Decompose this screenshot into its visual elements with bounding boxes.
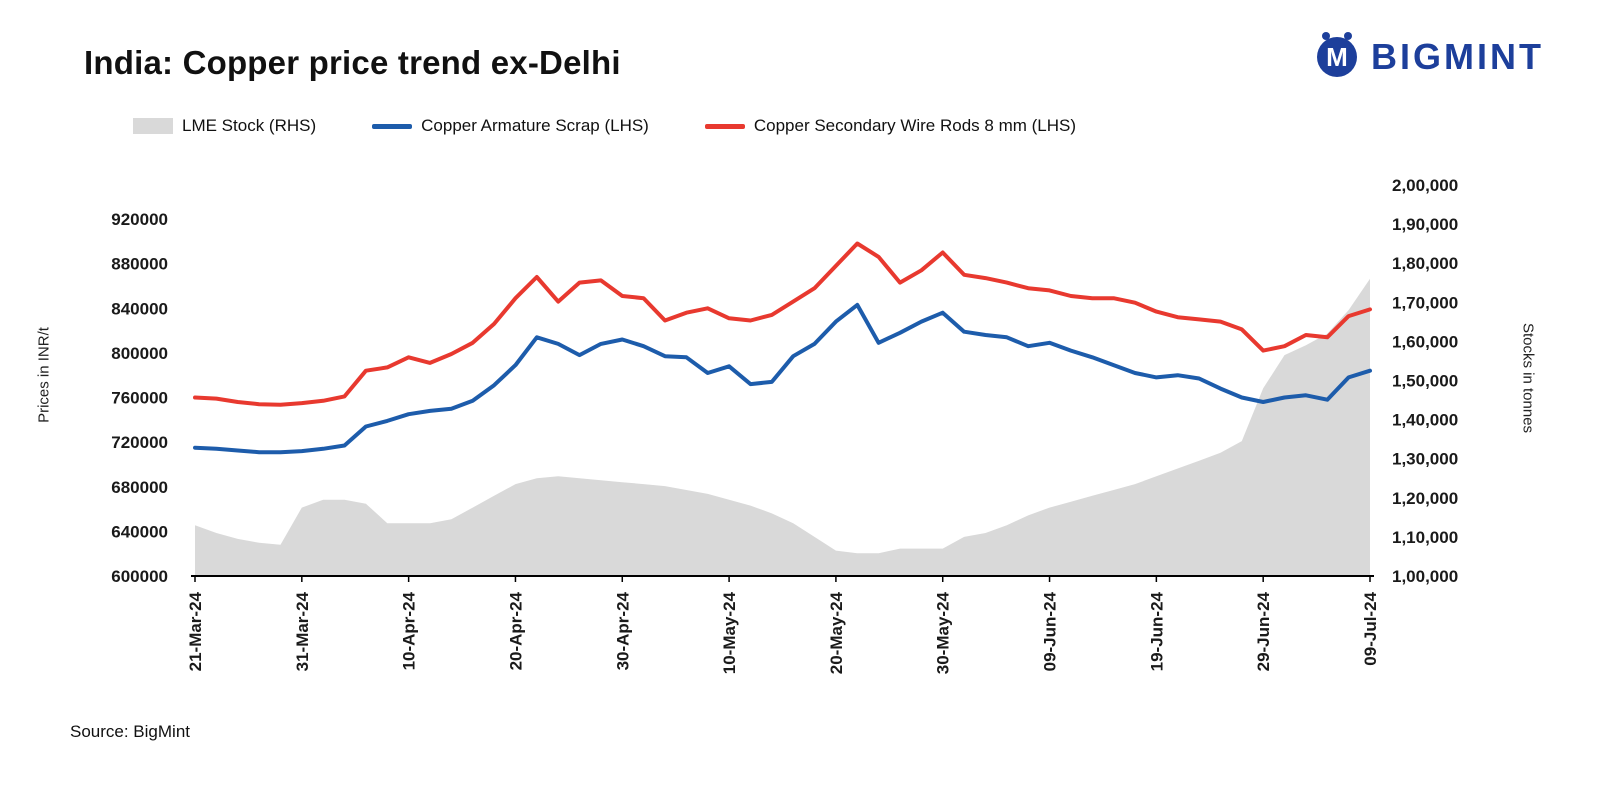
svg-text:M: M (1326, 42, 1348, 72)
right-tick-label: 1,10,000 (1392, 528, 1458, 547)
x-tick-label: 20-Apr-24 (506, 591, 525, 670)
chart-legend: LME Stock (RHS) Copper Armature Scrap (L… (133, 116, 1076, 136)
left-tick-label: 680000 (111, 478, 168, 497)
blue-line-swatch (372, 123, 413, 129)
legend-item-wire-rods: Copper Secondary Wire Rods 8 mm (LHS) (704, 116, 1077, 136)
area-swatch (133, 118, 173, 134)
bigmint-logo-text: BIGMINT (1371, 35, 1544, 77)
source-note: Source: BigMint (70, 722, 190, 741)
left-tick-label: 800000 (111, 344, 168, 363)
right-tick-label: 1,70,000 (1392, 293, 1458, 312)
x-tick-label: 29-Jun-24 (1254, 591, 1273, 671)
x-tick-label: 10-Apr-24 (400, 591, 419, 670)
right-tick-label: 1,80,000 (1392, 254, 1458, 273)
left-tick-label: 640000 (111, 522, 168, 541)
legend-item-lme-stock: LME Stock (RHS) (133, 116, 316, 136)
right-tick-label: 1,90,000 (1392, 215, 1458, 234)
left-tick-label: 720000 (111, 433, 168, 452)
right-tick-label: 1,40,000 (1392, 411, 1458, 430)
legend-item-armature-scrap: Copper Armature Scrap (LHS) (372, 116, 649, 136)
x-tick-label: 30-Apr-24 (613, 591, 632, 670)
legend-label: LME Stock (RHS) (182, 116, 317, 135)
left-tick-label: 920000 (111, 210, 168, 229)
bigmint-logo: M BIGMINT (1313, 30, 1544, 83)
left-tick-label: 760000 (111, 389, 168, 408)
chart-area: 21-Mar-24 31-Mar-24 10-Apr-24 20-Apr-24 30-A… (0, 158, 1600, 738)
x-tick-label: 30-May-24 (934, 591, 953, 674)
chart-canvas: 21-Mar-24 31-Mar-24 10-Apr-24 20-Apr-24 30-A… (111, 176, 1458, 674)
right-tick-label: 1,30,000 (1392, 450, 1458, 469)
right-tick-label: 1,20,000 (1392, 489, 1458, 508)
right-tick-label: 1,00,000 (1392, 567, 1458, 586)
legend-label: Copper Secondary Wire Rods 8 mm (LHS) (753, 116, 1077, 135)
x-tick-label: 20-May-24 (827, 591, 846, 674)
x-tick-label: 21-Mar-24 (186, 591, 205, 671)
left-tick-label: 880000 (111, 255, 168, 274)
wire-rods-line (193, 241, 1372, 407)
x-tick-label: 09-Jun-24 (1041, 591, 1060, 671)
left-tick-label: 600000 (111, 567, 168, 586)
page-title: India: Copper price trend ex-Delhi (84, 44, 621, 81)
right-tick-label: 1,50,000 (1392, 372, 1458, 391)
x-tick-label: 09-Jul-24 (1361, 591, 1380, 665)
right-tick-label: 2,00,000 (1392, 176, 1458, 195)
bigmint-logo-icon: M (1313, 30, 1361, 83)
left-tick-label: 840000 (111, 299, 168, 318)
x-tick-label: 31-Mar-24 (293, 591, 312, 671)
lme-stock-area (195, 278, 1370, 576)
red-line-swatch (704, 123, 745, 129)
right-tick-label: 1,60,000 (1392, 332, 1458, 351)
legend-label: Copper Armature Scrap (LHS) (421, 116, 649, 135)
x-tick-label: 10-May-24 (720, 591, 739, 674)
x-tick-label: 19-Jun-24 (1147, 591, 1166, 671)
armature-scrap-line (193, 302, 1372, 455)
